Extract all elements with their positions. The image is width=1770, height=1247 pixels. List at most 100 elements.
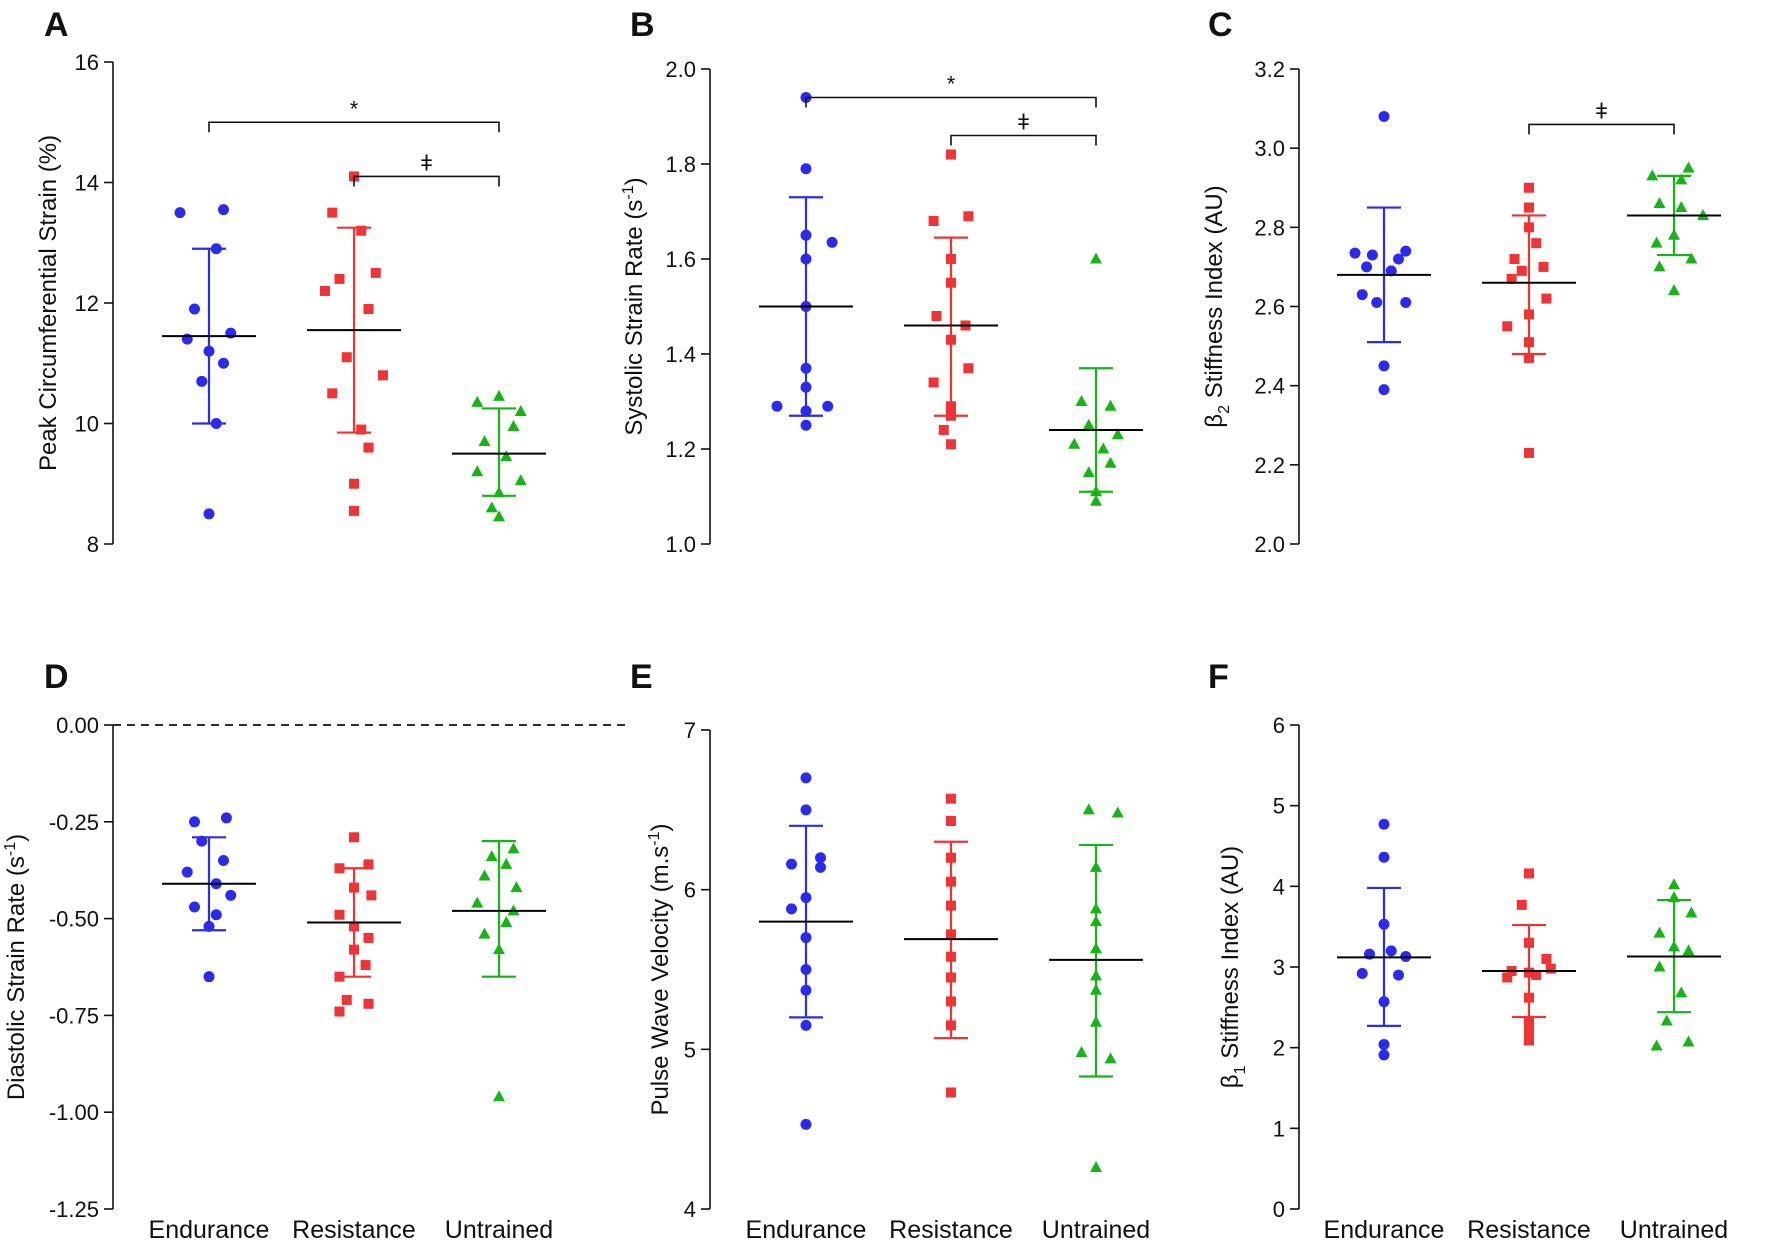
data-point (800, 804, 812, 816)
data-point (510, 881, 523, 893)
panel-b: B 1.0 1.2 1.4 1.6 1.8 2.0 Systolic Strain Rate … (620, 6, 1143, 557)
data-point (1516, 265, 1527, 276)
data-point (800, 964, 812, 975)
y-axis-title-end: ) (647, 823, 674, 831)
panel-letter: A (44, 6, 69, 44)
data-point (1097, 442, 1110, 454)
y-tick-label: 7 (684, 718, 696, 743)
data-point (800, 253, 812, 265)
data-point (210, 243, 222, 255)
data-point (800, 772, 812, 784)
data-point (493, 486, 505, 498)
data-point (946, 951, 956, 962)
data-point (1090, 915, 1102, 927)
data-point (1685, 252, 1698, 264)
y-axis-title-main: β (1201, 414, 1228, 428)
data-point (471, 395, 484, 407)
data-point (196, 375, 208, 387)
data-point (928, 216, 939, 226)
data-point (349, 505, 359, 516)
y-tick-label: 4 (684, 1197, 696, 1222)
y-tick-label: -1.25 (49, 1197, 99, 1222)
data-point (1675, 173, 1688, 185)
data-point (334, 273, 345, 284)
y-tick-label: 2.0 (1254, 532, 1285, 557)
data-point (946, 852, 956, 863)
data-point (1090, 942, 1102, 954)
data-point (1378, 384, 1390, 396)
data-point (1090, 494, 1102, 506)
data-point (946, 401, 956, 412)
data-point (1090, 1160, 1102, 1172)
data-point (946, 1020, 956, 1031)
data-point (1090, 969, 1102, 981)
data-point (800, 1118, 812, 1130)
data-point (963, 211, 974, 222)
data-point (1538, 261, 1549, 272)
data-point (334, 971, 345, 982)
data-point (493, 389, 505, 401)
data-point (1068, 437, 1081, 449)
data-point (1524, 868, 1534, 879)
y-tick-label: 0.00 (56, 713, 99, 738)
y-tick-label: 14 (75, 171, 99, 196)
data-point (931, 311, 942, 321)
data-point (1090, 252, 1102, 264)
data-point (800, 419, 812, 431)
data-point (349, 882, 359, 893)
data-point (334, 1006, 345, 1017)
data-point (1075, 1046, 1088, 1058)
data-point (800, 892, 812, 904)
data-point (815, 861, 826, 873)
data-point (1506, 273, 1517, 284)
data-point (815, 852, 826, 864)
data-point (1393, 969, 1404, 981)
data-point (938, 425, 949, 435)
data-point (360, 960, 371, 971)
data-point (800, 163, 812, 175)
data-point (1685, 906, 1698, 918)
y-tick-label: 1 (1273, 1116, 1285, 1141)
data-point (1682, 161, 1695, 173)
data-point (341, 994, 352, 1005)
y-axis-title-superscript: -1 (2, 842, 19, 856)
y-tick-label: -0.75 (49, 1003, 99, 1028)
data-point (1524, 447, 1534, 458)
data-point (928, 377, 939, 388)
data-point (1075, 395, 1088, 406)
y-axis-title-end: Stiffness Index (AU) (1201, 185, 1228, 405)
data-point (500, 857, 513, 869)
y-axis-title-main: β (1217, 1074, 1244, 1088)
data-point (349, 478, 359, 489)
y-tick-label: 2.8 (1254, 215, 1285, 240)
panel-letter: D (44, 658, 69, 696)
data-point (1668, 284, 1680, 296)
data-point (341, 352, 352, 363)
data-point (1385, 945, 1397, 957)
data-point (1524, 992, 1534, 1003)
data-point (363, 859, 374, 870)
x-category-label: Endurance (149, 1216, 270, 1244)
y-tick-label: 3.2 (1254, 57, 1285, 82)
data-point (334, 909, 345, 920)
data-point (946, 334, 956, 345)
data-point (1104, 399, 1117, 411)
x-category-label: Resistance (292, 1216, 416, 1244)
x-category-label: Resistance (889, 1216, 1013, 1244)
panel-letter: B (630, 6, 655, 44)
data-point (946, 410, 956, 421)
data-point (356, 225, 367, 236)
data-point (1082, 418, 1095, 430)
data-point (203, 508, 215, 520)
data-point (189, 816, 200, 828)
y-axis-title-main: Peak Circumferential Strain (%) (35, 135, 62, 471)
series-resistance (904, 149, 998, 450)
y-tick-label: 4 (1273, 874, 1285, 899)
data-point (514, 404, 527, 416)
panel-letter: E (630, 658, 653, 696)
panel-d: D -1.25 -1.00 -0.75 -0.50 -0.25 0.00 Diastolic … (2, 658, 628, 1244)
y-axis-title-end: ) (3, 834, 30, 842)
data-point (1378, 360, 1390, 372)
significance-marker: ǂ (1017, 110, 1030, 135)
data-point (946, 277, 956, 288)
